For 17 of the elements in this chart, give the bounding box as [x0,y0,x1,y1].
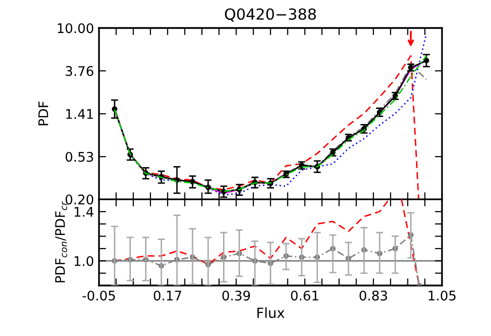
y-tick-label: 1.0 [74,256,94,266]
y-axis-title: PDF$_{con}$/PDF$_{cr}$ [55,201,68,282]
x-tick-label: 1.05 [428,290,456,301]
chart-title: Q0420−388 [224,8,316,22]
x-tick-label: 0.39 [222,290,250,301]
y-tick-label: 0.53 [66,152,94,162]
y-tick-label: 0.20 [66,194,94,204]
x-tick-label: 0.83 [360,290,388,301]
y-axis-title: PDF [38,102,48,126]
y-tick-label: 1.41 [66,109,93,119]
x-tick-label: 0.61 [290,290,318,301]
x-tick-label: 0.17 [154,290,182,301]
y-tick-label: 3.76 [66,66,94,76]
y-tick-label: 1.4 [74,207,94,217]
x-tick-label: -0.05 [82,290,115,301]
y-tick-label: 10.00 [58,23,94,34]
x-axis-title: Flux [257,307,284,318]
